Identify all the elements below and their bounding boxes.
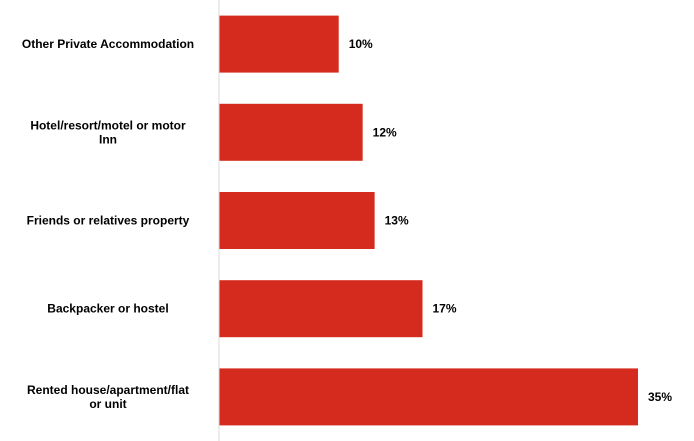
value-label-1: 10% bbox=[349, 37, 373, 51]
bar-3 bbox=[219, 192, 375, 249]
bar-5 bbox=[219, 368, 638, 426]
value-label-2: 12% bbox=[373, 125, 397, 139]
category-label-5: Rented house/apartment/flat or unit bbox=[27, 383, 189, 411]
category-label-1: Other Private Accommodation bbox=[22, 37, 194, 51]
bar-4 bbox=[219, 280, 423, 338]
value-label-3: 13% bbox=[385, 214, 409, 228]
value-label-5: 35% bbox=[648, 390, 672, 404]
value-labels-group: 10% 12% 13% 17% 35% bbox=[349, 37, 673, 404]
category-label-2: Hotel/resort/motel or motor Inn bbox=[30, 118, 186, 146]
bar-1 bbox=[219, 15, 339, 73]
category-label-4: Backpacker or hostel bbox=[47, 302, 168, 316]
category-label-3: Friends or relatives property bbox=[27, 214, 190, 228]
bar-2 bbox=[219, 103, 363, 161]
value-label-4: 17% bbox=[433, 302, 457, 316]
bars-group bbox=[219, 15, 638, 426]
category-labels-group: Other Private Accommodation Hotel/resort/… bbox=[22, 37, 194, 411]
